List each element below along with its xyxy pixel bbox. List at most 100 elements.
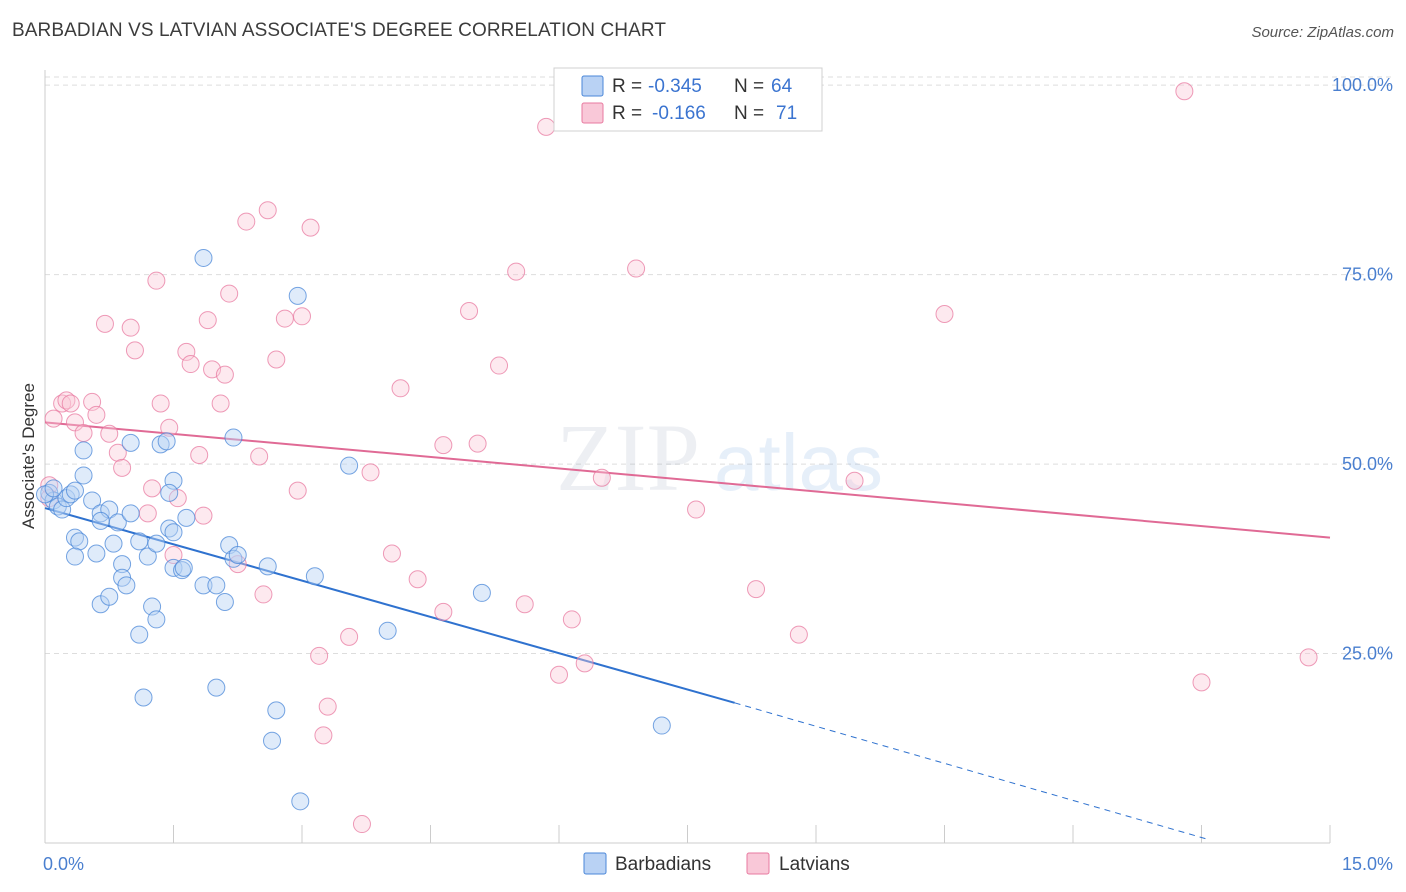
barbadian-point-57 xyxy=(291,792,310,811)
latvian-point-36 xyxy=(258,201,277,220)
legend-label-latvians: Latvians xyxy=(779,854,850,875)
barbadian-point-21 xyxy=(117,576,136,595)
latvian-point-20 xyxy=(160,418,179,437)
latvian-point-67 xyxy=(845,471,864,490)
latvian-point-30 xyxy=(215,365,234,384)
latvian-point-70 xyxy=(1192,673,1211,692)
barbadian-point-58 xyxy=(340,456,359,475)
latvian-point-50 xyxy=(408,570,427,589)
latvian-point-9 xyxy=(87,405,106,424)
barbadian-point-8 xyxy=(74,466,93,485)
barbadians-points xyxy=(36,248,671,811)
latvian-point-24 xyxy=(181,355,200,374)
latvian-point-27 xyxy=(198,311,217,330)
y-tick-label-75: 75.0% xyxy=(1342,265,1393,285)
latvian-point-10 xyxy=(95,314,114,333)
latvian-point-38 xyxy=(275,309,294,328)
latvian-point-39 xyxy=(288,481,307,500)
barbadian-point-49 xyxy=(194,248,213,267)
latvian-point-52 xyxy=(434,602,453,621)
y-axis-label: Associate's Degree xyxy=(19,383,38,529)
latvian-point-41 xyxy=(301,218,320,237)
y-tick-labels: 25.0% 50.0% 75.0% 100.0% xyxy=(1332,75,1393,663)
latvian-point-42 xyxy=(310,646,329,665)
latvian-point-54 xyxy=(468,434,487,453)
correlation-legend: R = -0.345 N = 64 R = -0.166 N = 71 xyxy=(553,67,823,132)
latvian-point-59 xyxy=(550,665,568,684)
latvian-point-46 xyxy=(361,463,380,482)
barbadian-point-19 xyxy=(113,555,132,574)
legend-n-label-2: N = xyxy=(734,103,764,124)
barbadian-point-30 xyxy=(130,625,149,644)
grid-lines xyxy=(45,76,1393,655)
legend-n-label-1: N = xyxy=(734,76,764,97)
latvian-point-31 xyxy=(220,284,239,303)
latvian-point-37 xyxy=(267,350,286,369)
barbadian-point-14 xyxy=(91,504,110,523)
barbadian-point-48 xyxy=(228,546,247,565)
legend-n-value-1: 64 xyxy=(771,76,793,97)
latvian-point-44 xyxy=(314,726,333,745)
latvian-point-40 xyxy=(293,307,311,326)
latvian-point-64 xyxy=(687,500,706,519)
barbadian-point-42 xyxy=(177,508,196,527)
barbadian-point-36 xyxy=(160,483,179,502)
latvian-point-17 xyxy=(143,479,162,498)
barbadian-point-13 xyxy=(87,544,106,563)
latvian-point-62 xyxy=(592,468,611,487)
latvian-point-15 xyxy=(125,341,144,360)
latvians-trend-line xyxy=(44,421,1331,539)
barbadian-point-27 xyxy=(147,534,166,553)
legend-swatch-barbadians xyxy=(581,75,604,97)
latvian-point-25 xyxy=(190,445,209,464)
legend-n-value-2: 71 xyxy=(776,103,797,124)
latvian-point-55 xyxy=(490,356,509,375)
barbadian-point-44 xyxy=(207,576,226,595)
latvian-point-60 xyxy=(562,610,581,629)
barbadian-point-53 xyxy=(267,701,286,720)
barbadian-point-34 xyxy=(157,432,176,451)
latvian-point-14 xyxy=(121,318,140,337)
latvian-point-33 xyxy=(237,212,256,231)
barbadian-point-43 xyxy=(194,576,213,595)
barbadian-point-11 xyxy=(70,532,89,551)
barbadian-point-31 xyxy=(134,688,153,707)
latvian-point-71 xyxy=(1299,648,1318,667)
latvian-point-7 xyxy=(74,424,93,443)
barbadian-point-7 xyxy=(74,441,93,460)
latvian-point-29 xyxy=(211,394,230,413)
latvian-point-26 xyxy=(194,506,213,525)
latvian-point-43 xyxy=(318,697,337,716)
latvian-point-11 xyxy=(100,424,119,443)
barbadian-point-45 xyxy=(215,593,234,612)
barbadians-trend-extension xyxy=(734,702,1211,841)
barbadians-trend-line xyxy=(44,507,735,704)
barbadian-point-56 xyxy=(305,567,324,586)
legend-r-label-2: R = xyxy=(612,103,642,124)
barbadian-point-63 xyxy=(44,479,63,498)
barbadian-point-17 xyxy=(108,513,127,532)
x-tick-label-max: 15.0% xyxy=(1342,854,1393,874)
legend-r-value-1: -0.345 xyxy=(648,76,702,97)
latvian-point-2 xyxy=(44,409,63,428)
barbadian-point-26 xyxy=(138,547,157,566)
y-tick-label-50: 50.0% xyxy=(1342,454,1393,474)
latvian-point-18 xyxy=(147,271,166,290)
y-tick-label-100: 100.0% xyxy=(1332,75,1393,95)
legend-r-value-2: -0.166 xyxy=(652,103,706,124)
latvian-point-12 xyxy=(108,443,127,462)
latvian-point-45 xyxy=(340,627,359,646)
latvian-point-19 xyxy=(151,394,170,413)
legend-swatch-latvians xyxy=(581,102,604,124)
latvian-point-51 xyxy=(434,436,453,455)
latvian-point-13 xyxy=(113,458,132,477)
latvian-point-47 xyxy=(352,815,371,834)
axes xyxy=(44,70,1331,844)
barbadian-point-18 xyxy=(104,534,123,553)
barbadian-point-38 xyxy=(164,523,183,542)
watermark-atlas: atlas xyxy=(714,418,883,507)
barbadian-point-59 xyxy=(378,621,397,640)
barbadian-point-51 xyxy=(207,678,226,697)
latvian-point-58 xyxy=(537,117,556,136)
